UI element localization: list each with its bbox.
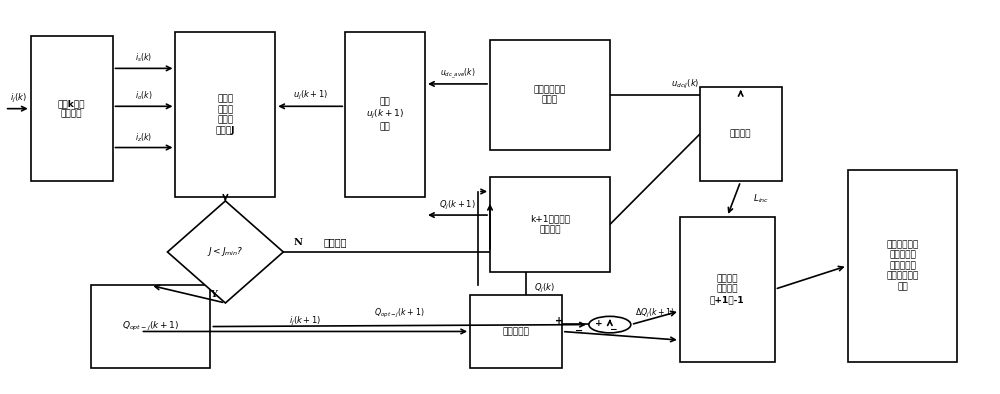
Text: 提取
$u_j(k+1)$
集合: 提取 $u_j(k+1)$ 集合	[366, 97, 404, 132]
Text: $i_o(k)$: $i_o(k)$	[135, 90, 153, 102]
Text: 重新选取: 重新选取	[323, 237, 347, 247]
Text: $Q_{opt-j}(k+1)$: $Q_{opt-j}(k+1)$	[122, 320, 179, 333]
Bar	[345, 32, 425, 197]
Bar	[700, 87, 782, 181]
Text: $L_{inc}$: $L_{inc}$	[753, 193, 769, 205]
Text: 选取于模
块开关状
态+1或-1: 选取于模 块开关状 态+1或-1	[710, 274, 744, 304]
Text: $i_s(k)$: $i_s(k)$	[135, 52, 153, 65]
Text: 充放电状态: 充放电状态	[503, 327, 529, 336]
Bar	[175, 32, 275, 197]
Text: $u_{dcij}(k)$: $u_{dcij}(k)$	[671, 78, 699, 91]
Text: −: −	[609, 325, 617, 334]
Text: $Q_j(k+1)$: $Q_j(k+1)$	[439, 199, 476, 212]
Text: Y: Y	[210, 290, 217, 299]
Bar	[490, 177, 610, 271]
Bar	[490, 40, 610, 150]
Bar	[470, 295, 562, 368]
Bar	[680, 217, 775, 362]
Text: −: −	[575, 325, 583, 335]
Text: $Q_j(k)$: $Q_j(k)$	[534, 281, 555, 294]
Text: $u_j(k+1)$: $u_j(k+1)$	[293, 89, 328, 102]
Text: 建立模
型预测
控制评
估函数J: 建立模 型预测 控制评 估函数J	[216, 95, 235, 135]
Text: 提取电容电压
平均值: 提取电容电压 平均值	[534, 85, 566, 105]
Text: 基于内部损耗
均衡控制的
全桥子模块
开关信号配置
方法: 基于内部损耗 均衡控制的 全桥子模块 开关信号配置 方法	[886, 240, 919, 291]
Text: k+1周期桥电
平数集合: k+1周期桥电 平数集合	[530, 215, 570, 234]
Text: $i_z(k)$: $i_z(k)$	[135, 131, 153, 143]
Text: $i_j(k)$: $i_j(k)$	[10, 92, 27, 105]
Text: $Q_{opt-j}(k+1)$: $Q_{opt-j}(k+1)$	[374, 307, 425, 320]
Text: $J{<}J_{min}$?: $J{<}J_{min}$?	[207, 245, 244, 258]
Text: N: N	[293, 238, 302, 247]
Bar	[848, 169, 957, 362]
Text: $\Delta Q_j(k+1)$: $\Delta Q_j(k+1)$	[635, 307, 675, 320]
Circle shape	[589, 316, 631, 333]
Text: $i_j(k+1)$: $i_j(k+1)$	[289, 314, 322, 327]
Polygon shape	[167, 201, 283, 303]
Text: +: +	[555, 316, 563, 327]
Bar	[31, 36, 113, 181]
Text: $u_{dc\_ave}(k)$: $u_{dc\_ave}(k)$	[440, 66, 475, 81]
Text: +: +	[595, 319, 602, 328]
Bar	[91, 285, 210, 368]
Text: 提取k周期
电流分量: 提取k周期 电流分量	[58, 99, 85, 118]
Text: 升序排序: 升序排序	[730, 130, 751, 139]
